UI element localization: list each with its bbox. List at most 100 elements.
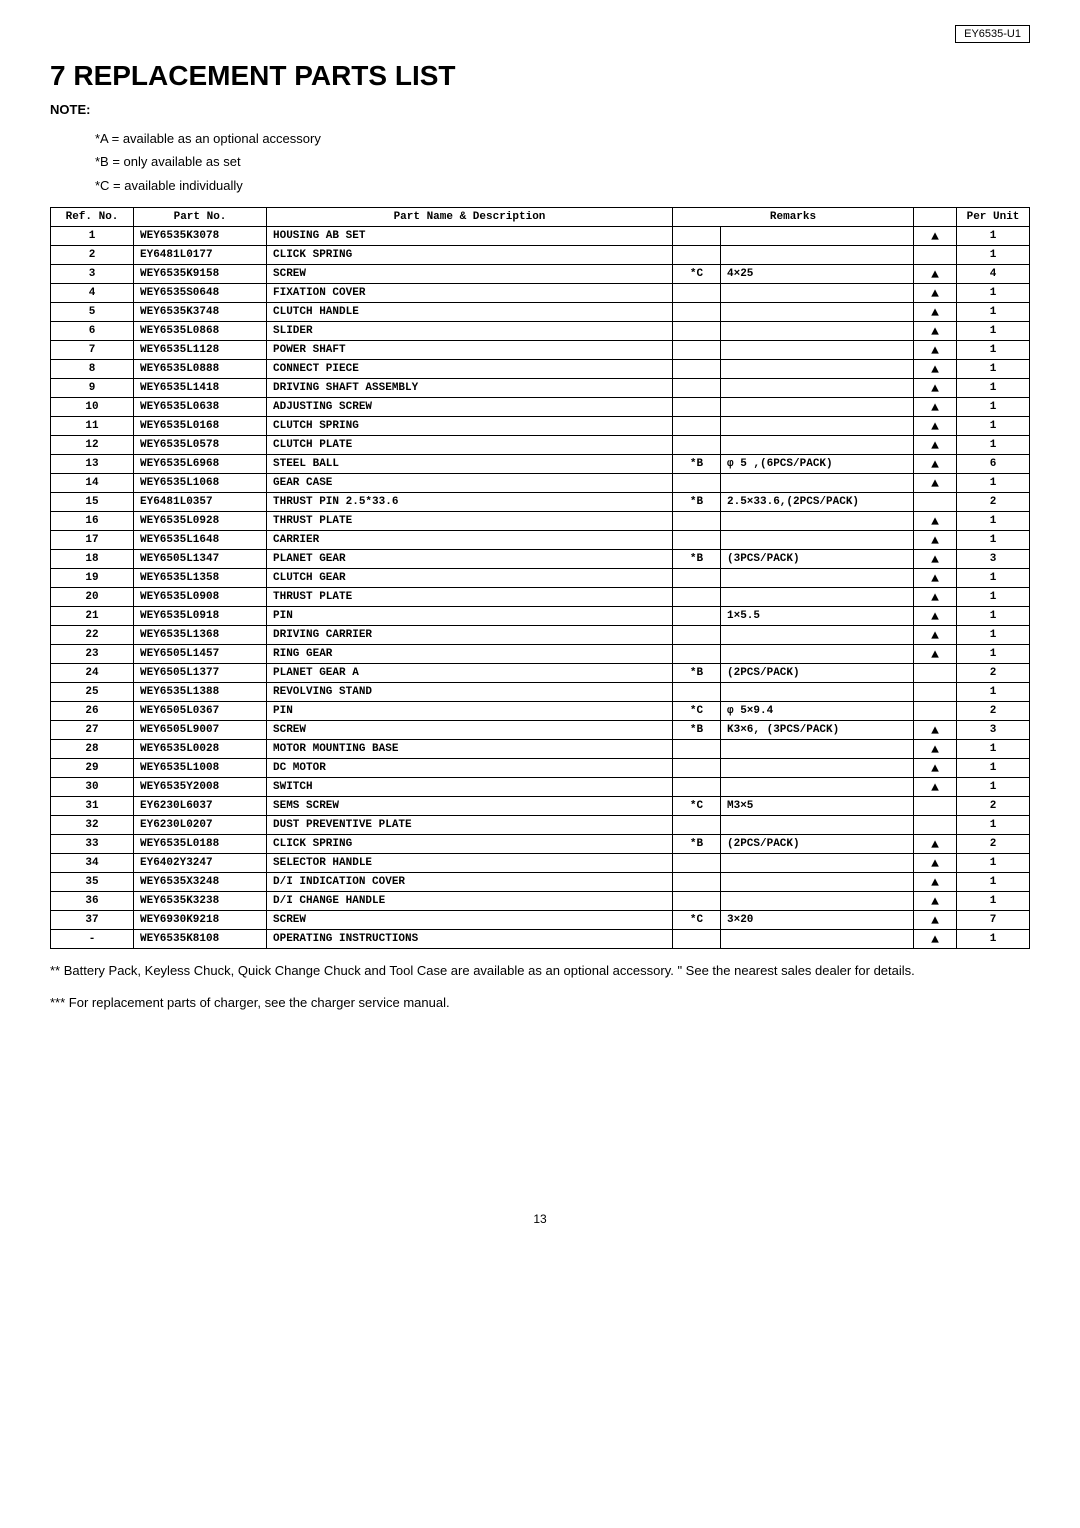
cell-unit: 1 <box>957 930 1030 949</box>
table-row: 26WEY6505L0367PIN*Cφ 5×9.42 <box>51 702 1030 721</box>
cell-refno: 4 <box>51 284 134 303</box>
cell-refno: 21 <box>51 607 134 626</box>
cell-desc: CLUTCH GEAR <box>267 569 673 588</box>
cell-partno: WEY6535L1128 <box>134 341 267 360</box>
cell-partno: WEY6505L1347 <box>134 550 267 569</box>
cell-triangle: ▲ <box>914 854 957 873</box>
cell-partno: WEY6535L0028 <box>134 740 267 759</box>
cell-remarks: (3PCS/PACK) <box>721 550 914 569</box>
table-row: 17WEY6535L1648CARRIER▲1 <box>51 531 1030 550</box>
cell-refno: 19 <box>51 569 134 588</box>
cell-mark <box>673 417 721 436</box>
note-c: *C = available individually <box>95 174 1030 197</box>
cell-mark <box>673 778 721 797</box>
table-row: 2EY6481L0177CLICK SPRING1 <box>51 246 1030 265</box>
cell-mark <box>673 474 721 493</box>
col-tri <box>914 208 957 227</box>
cell-refno: 3 <box>51 265 134 284</box>
cell-remarks: (2PCS/PACK) <box>721 835 914 854</box>
cell-triangle: ▲ <box>914 474 957 493</box>
cell-refno: 22 <box>51 626 134 645</box>
cell-triangle: ▲ <box>914 569 957 588</box>
cell-remarks: M3×5 <box>721 797 914 816</box>
table-row: 1WEY6535K3078HOUSING AB SET▲1 <box>51 227 1030 246</box>
cell-triangle: ▲ <box>914 455 957 474</box>
cell-remarks <box>721 512 914 531</box>
cell-desc: SCREW <box>267 721 673 740</box>
page-number: 13 <box>50 1212 1030 1226</box>
table-row: 27WEY6505L9007SCREW*BK3×6, (3PCS/PACK)▲3 <box>51 721 1030 740</box>
cell-remarks <box>721 436 914 455</box>
cell-mark: *C <box>673 702 721 721</box>
cell-desc: SCREW <box>267 265 673 284</box>
table-row: 30WEY6535Y2008SWITCH▲1 <box>51 778 1030 797</box>
cell-unit: 1 <box>957 246 1030 265</box>
cell-mark <box>673 930 721 949</box>
table-row: 16WEY6535L0928THRUST PLATE▲1 <box>51 512 1030 531</box>
cell-mark <box>673 607 721 626</box>
cell-triangle: ▲ <box>914 379 957 398</box>
cell-remarks <box>721 740 914 759</box>
cell-mark: *B <box>673 455 721 474</box>
cell-refno: 25 <box>51 683 134 702</box>
cell-partno: WEY6535L0928 <box>134 512 267 531</box>
cell-desc: DRIVING SHAFT ASSEMBLY <box>267 379 673 398</box>
cell-desc: MOTOR MOUNTING BASE <box>267 740 673 759</box>
cell-remarks: φ 5 ,(6PCS/PACK) <box>721 455 914 474</box>
cell-unit: 2 <box>957 493 1030 512</box>
cell-unit: 1 <box>957 360 1030 379</box>
col-desc: Part Name & Description <box>267 208 673 227</box>
cell-mark <box>673 854 721 873</box>
cell-partno: WEY6535L1648 <box>134 531 267 550</box>
cell-refno: 10 <box>51 398 134 417</box>
cell-partno: WEY6535L0168 <box>134 417 267 436</box>
cell-unit: 1 <box>957 417 1030 436</box>
cell-unit: 1 <box>957 303 1030 322</box>
cell-unit: 2 <box>957 664 1030 683</box>
cell-triangle: ▲ <box>914 284 957 303</box>
cell-triangle <box>914 797 957 816</box>
note-label: NOTE: <box>50 102 1030 117</box>
cell-triangle: ▲ <box>914 265 957 284</box>
cell-refno: 20 <box>51 588 134 607</box>
cell-unit: 1 <box>957 379 1030 398</box>
cell-unit: 1 <box>957 474 1030 493</box>
cell-desc: OPERATING INSTRUCTIONS <box>267 930 673 949</box>
cell-desc: DC MOTOR <box>267 759 673 778</box>
table-row: 32EY6230L0207DUST PREVENTIVE PLATE1 <box>51 816 1030 835</box>
cell-partno: WEY6535Y2008 <box>134 778 267 797</box>
cell-unit: 4 <box>957 265 1030 284</box>
cell-partno: WEY6535L1388 <box>134 683 267 702</box>
cell-partno: WEY6535K3078 <box>134 227 267 246</box>
cell-mark <box>673 873 721 892</box>
table-row: 23WEY6505L1457RING GEAR▲1 <box>51 645 1030 664</box>
cell-partno: WEY6535X3248 <box>134 873 267 892</box>
cell-mark: *B <box>673 550 721 569</box>
table-row: 25WEY6535L1388REVOLVING STAND1 <box>51 683 1030 702</box>
cell-partno: WEY6535K3238 <box>134 892 267 911</box>
cell-mark <box>673 436 721 455</box>
footnote-2: *** For replacement parts of charger, se… <box>50 993 1030 1013</box>
cell-triangle: ▲ <box>914 341 957 360</box>
cell-remarks <box>721 778 914 797</box>
cell-unit: 1 <box>957 873 1030 892</box>
cell-desc: POWER SHAFT <box>267 341 673 360</box>
cell-remarks <box>721 360 914 379</box>
cell-partno: WEY6535L0188 <box>134 835 267 854</box>
cell-triangle <box>914 683 957 702</box>
cell-unit: 1 <box>957 778 1030 797</box>
table-row: 19WEY6535L1358CLUTCH GEAR▲1 <box>51 569 1030 588</box>
cell-refno: 12 <box>51 436 134 455</box>
cell-partno: EY6481L0177 <box>134 246 267 265</box>
cell-desc: THRUST PIN 2.5*33.6 <box>267 493 673 512</box>
cell-remarks <box>721 303 914 322</box>
cell-triangle: ▲ <box>914 740 957 759</box>
cell-remarks: 3×20 <box>721 911 914 930</box>
cell-remarks <box>721 417 914 436</box>
cell-desc: CLICK SPRING <box>267 835 673 854</box>
cell-unit: 1 <box>957 740 1030 759</box>
cell-refno: 30 <box>51 778 134 797</box>
cell-partno: EY6230L0207 <box>134 816 267 835</box>
table-row: 21WEY6535L0918PIN1×5.5▲1 <box>51 607 1030 626</box>
cell-triangle: ▲ <box>914 227 957 246</box>
